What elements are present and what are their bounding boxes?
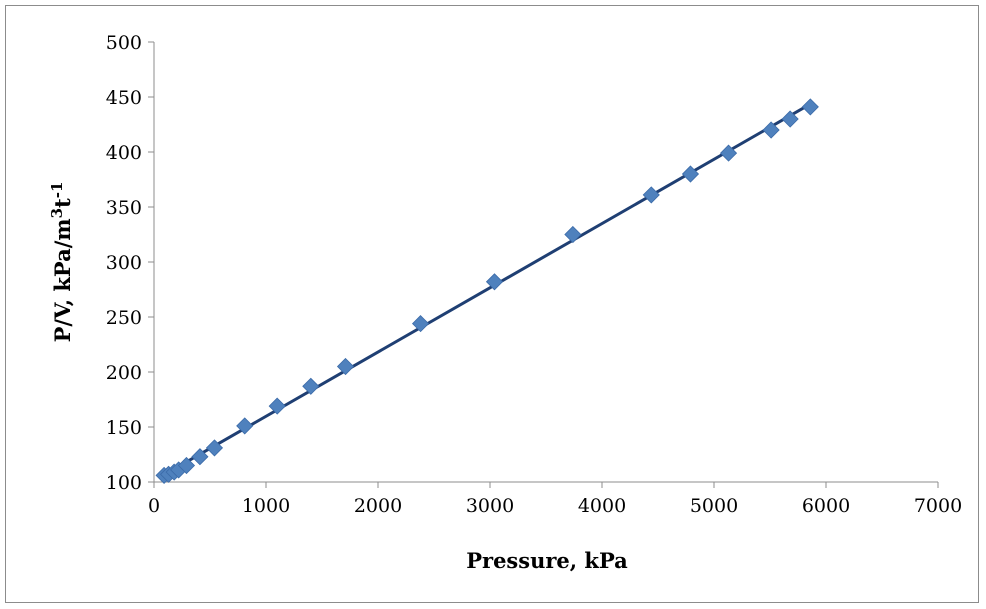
y-axis-title-mid: t [50, 198, 75, 208]
y-axis-title-sup2: -1 [48, 182, 66, 199]
x-tick-label: 4000 [578, 495, 626, 517]
x-tick-label: 7000 [914, 495, 962, 517]
y-tick-label: 150 [106, 417, 142, 439]
data-point [205, 439, 224, 457]
y-axis-title: P/V, kPa/m3t-1 [48, 182, 75, 343]
data-point [191, 448, 209, 466]
data-point [801, 98, 819, 116]
trendline-group [161, 103, 811, 477]
x-tick-label: 6000 [802, 495, 850, 517]
data-points [155, 98, 819, 484]
data-point [681, 165, 700, 183]
y-tick-label: 350 [106, 197, 142, 219]
y-tick-label: 200 [106, 362, 142, 384]
x-ticks: 0 1000 2000 3000 4000 5000 6000 7000 [148, 482, 962, 517]
x-tick-label: 0 [148, 495, 160, 517]
y-tick-label: 400 [106, 142, 142, 164]
data-point [564, 225, 582, 244]
x-tick-label: 1000 [242, 495, 290, 517]
y-axis-title-sup1: 3 [48, 208, 66, 218]
data-point [485, 273, 504, 291]
data-point [762, 121, 780, 139]
y-tick-label: 500 [106, 32, 142, 54]
y-tick-label: 250 [106, 307, 142, 329]
data-point [177, 456, 196, 475]
chart-frame [5, 5, 979, 603]
data-point [781, 110, 799, 128]
data-point [642, 186, 660, 204]
x-tick-label: 3000 [466, 495, 514, 517]
data-point [302, 377, 320, 395]
data-point [719, 144, 738, 162]
x-tick-label: 2000 [354, 495, 402, 517]
y-axis-title-main: P/V, kPa/m [50, 218, 75, 342]
x-axis-title: Pressure, kPa [466, 548, 628, 573]
y-tick-label: 100 [106, 472, 142, 494]
axes [153, 42, 938, 483]
data-point [236, 417, 254, 435]
y-ticks: 100 150 200 250 300 350 400 450 500 [106, 32, 154, 494]
y-tick-label: 300 [106, 252, 142, 274]
data-point [336, 357, 355, 376]
x-tick-label: 5000 [690, 495, 738, 517]
data-point [411, 315, 430, 333]
trendline [161, 103, 811, 477]
data-point [268, 397, 286, 415]
y-tick-label: 450 [106, 87, 142, 109]
